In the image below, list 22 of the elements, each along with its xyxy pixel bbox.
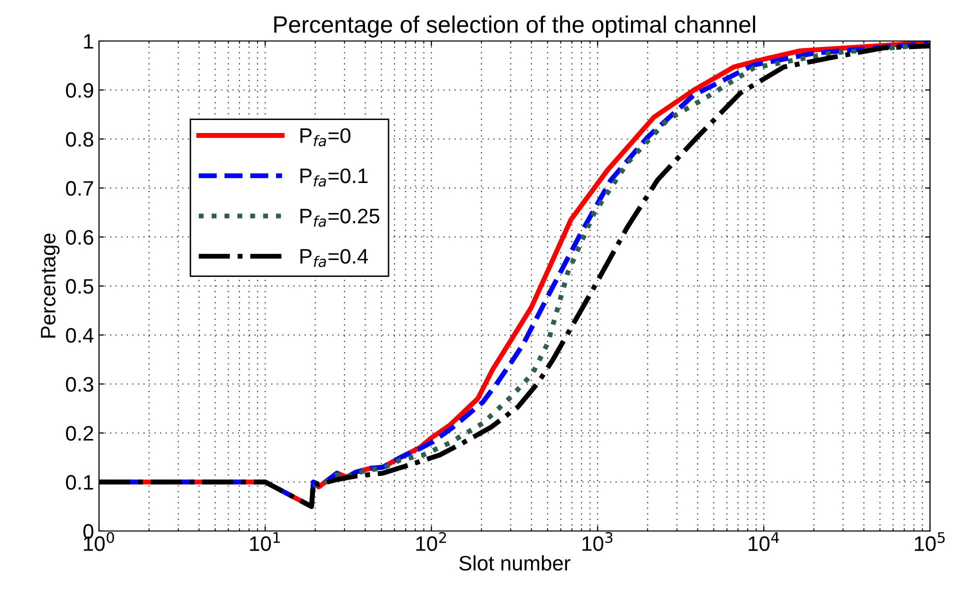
legend-label: P$_{fa}$=0.4 (300, 248, 368, 268)
x-tick-label: 10$^{1}$ (250, 532, 280, 552)
x-tick-label: 10$^{3}$ (582, 532, 612, 552)
y-tick-label: 0.6 (66, 230, 94, 245)
y-tick-label: 0.7 (66, 181, 94, 196)
y-tick-label: 0.5 (66, 279, 94, 294)
y-tick-label: 0.3 (66, 377, 94, 392)
x-tick-label: 10$^{2}$ (416, 532, 446, 552)
chart-title: Percentage of selection of the optimal channel (274, 16, 756, 38)
y-tick-label: 0.9 (66, 83, 94, 98)
legend-label: P$_{fa}$=0 (300, 128, 350, 146)
y-tick-label: 0.1 (66, 475, 94, 490)
x-tick-label: 10$^{5}$ (914, 532, 945, 552)
y-tick-label: 0.2 (66, 426, 94, 441)
y-tick-label: 0.4 (66, 328, 94, 343)
y-tick-label: 1 (84, 34, 94, 49)
y-tick-label: 0.8 (66, 132, 94, 147)
x-axis-title: Slot number (459, 555, 570, 571)
y-axis-title: Percentage (40, 234, 60, 338)
legend-label: P$_{fa}$=0.1 (300, 168, 368, 187)
legend-label: P$_{fa}$=0.25 (300, 208, 380, 227)
x-tick-label: 10$^{4}$ (748, 532, 779, 552)
